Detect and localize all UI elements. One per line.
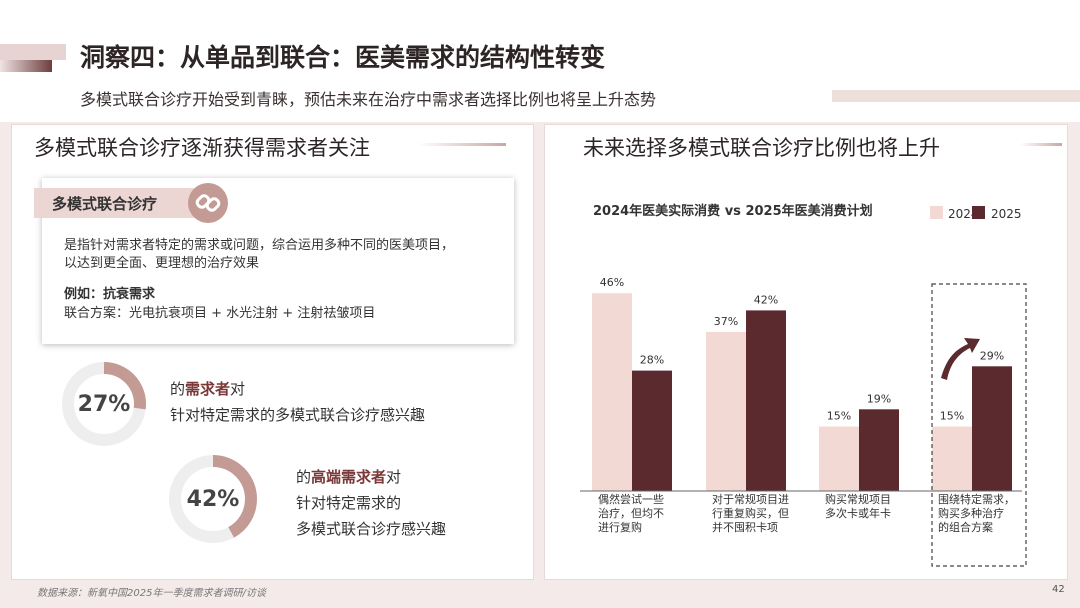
bar-chart: 2024年医美实际消费 vs 2025年医美消费计划 2024 2025 46% 28%… — [580, 203, 1027, 567]
page-number: 42 — [1052, 584, 1065, 595]
stat1-text: 的需求者对 针对特定需求的多模式联合诊疗感兴趣 — [170, 376, 425, 428]
definition-line2: 以达到更全面、更理想的治疗效果 — [64, 256, 260, 271]
stat2-prefix: 的 — [296, 468, 312, 486]
stat2-line2: 针对特定需求的 — [296, 494, 402, 512]
category-label-1-line3: 进行复购 — [598, 520, 642, 534]
title-deco-bar-dark — [0, 60, 52, 72]
bar-2024-1 — [592, 293, 632, 491]
category-label-3-line2: 多次卡或年卡 — [825, 506, 891, 520]
bar-2024-2 — [706, 331, 746, 491]
category-label-4-line2: 购买多种治疗 — [938, 506, 1004, 520]
legend-label-2025: 2025 — [991, 207, 1022, 221]
bar-label-2025-2: 42% — [754, 293, 778, 306]
definition-line1: 是指针对需求者特定的需求或问题，综合运用多种不同的医美项目， — [64, 238, 455, 253]
page-title: 洞察四：从单品到联合：医美需求的结构性转变 — [80, 43, 606, 72]
stat2-value: 42% — [186, 487, 240, 512]
stat2-donut — [169, 455, 257, 543]
bar-2025-4 — [972, 366, 1012, 491]
stat1-donut-fill — [62, 362, 146, 446]
category-label-4-line1: 围绕特定需求， — [938, 492, 1015, 506]
stat2-line3: 多模式联合诊疗感兴趣 — [296, 520, 447, 538]
data-source: 数据来源：新氧中国2025年一季度需求者调研/访谈 — [37, 588, 266, 599]
title-deco-bar — [0, 44, 66, 60]
bar-2025-2 — [746, 310, 786, 491]
right-heading-line — [1020, 143, 1062, 146]
bar-label-2025-4: 29% — [980, 349, 1004, 362]
bar-2025-1 — [632, 370, 672, 491]
bar-label-2025-3: 19% — [867, 392, 891, 405]
subtitle-deco-bar — [832, 90, 1080, 102]
category-label-2-line3: 并不囤积卡项 — [712, 520, 778, 534]
definition-tag-text: 多模式联合诊疗 — [52, 195, 158, 213]
stat1-value: 27% — [77, 392, 131, 417]
stat2-highlight: 高端需求者 — [311, 468, 387, 486]
stat1-suffix: 对 — [230, 380, 246, 398]
bar-2024-4 — [932, 426, 972, 491]
bar-label-2024-1: 46% — [600, 276, 624, 289]
bar-label-2024-2: 37% — [714, 315, 738, 328]
stat1-highlight: 需求者 — [185, 380, 231, 398]
bar-2025-3 — [859, 409, 899, 491]
example-label: 例如：抗衰需求 — [64, 287, 156, 302]
category-label-1-line2: 治疗，但均不 — [598, 506, 664, 520]
page-subtitle: 多模式联合诊疗开始受到青睐，预估未来在治疗中需求者选择比例也将呈上升态势 — [80, 90, 657, 109]
stat1-prefix: 的 — [170, 380, 186, 398]
category-label-1-line1: 偶然尝试一些 — [598, 492, 664, 506]
up-arrow-icon — [941, 338, 980, 380]
bar-label-2024-4: 15% — [940, 410, 964, 423]
link-icon — [188, 183, 228, 223]
category-label-4-line3: 的组合方案 — [938, 520, 993, 534]
right-panel-heading: 未来选择多模式联合诊疗比例也将上升 — [583, 136, 940, 160]
category-label-3-line1: 购买常规项目 — [825, 492, 891, 506]
stat2-text: 的高端需求者对 针对特定需求的 多模式联合诊疗感兴趣 — [296, 464, 446, 542]
legend-swatch-2025 — [972, 206, 985, 219]
stat1-line2: 针对特定需求的多模式联合诊疗感兴趣 — [170, 406, 426, 424]
stat2-suffix: 对 — [386, 468, 402, 486]
left-heading-line — [418, 143, 506, 146]
stat2-donut-fill — [169, 455, 257, 543]
example-detail: 联合方案：光电抗衰项目 + 水光注射 + 注射祛皱项目 — [64, 306, 376, 321]
definition-tag — [34, 188, 194, 218]
stat1-donut — [62, 362, 146, 446]
highlight-box — [931, 283, 1027, 567]
left-panel-heading: 多模式联合诊疗逐渐获得需求者关注 — [34, 136, 370, 160]
chart-title: 2024年医美实际消费 vs 2025年医美消费计划 — [593, 203, 873, 219]
legend-swatch-2024 — [930, 206, 943, 219]
category-label-2-line2: 行重复购买，但 — [712, 506, 789, 520]
bar-2024-3 — [819, 426, 859, 491]
bar-label-2024-3: 15% — [827, 410, 851, 423]
legend-label-2024: 2024 — [948, 207, 979, 221]
bar-label-2025-1: 28% — [640, 354, 664, 367]
category-label-2-line1: 对于常规项目进 — [712, 492, 789, 506]
